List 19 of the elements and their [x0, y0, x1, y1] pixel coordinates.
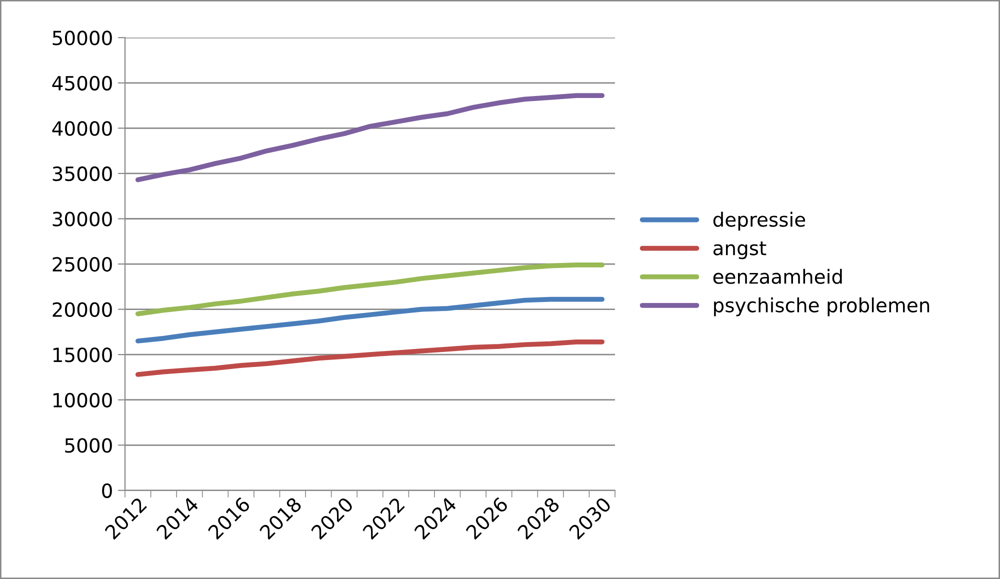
line-series	[135, 93, 605, 182]
legend-label: eenzaamheid	[713, 268, 842, 284]
y-tick-label: 40000	[52, 121, 112, 136]
line-series	[135, 262, 605, 316]
legend-label: depressie	[713, 212, 806, 231]
y-tick-label: 10000	[53, 392, 112, 408]
y-tick-label: 15000	[53, 348, 112, 362]
line-series	[135, 339, 605, 377]
y-tick-label: 25000	[52, 256, 112, 272]
legend-label: angst	[713, 241, 766, 260]
y-tick-label: 30000	[52, 212, 112, 226]
y-tick-label: 35000	[52, 166, 112, 182]
y-tick-label: 0	[102, 483, 112, 498]
y-tick-label: 5000	[65, 438, 112, 453]
y-tick-label: 20000	[52, 302, 112, 317]
y-tick-label: 45000	[52, 76, 112, 91]
line-series	[135, 296, 605, 344]
y-tick-label: 50000	[52, 30, 112, 46]
legend-label: psychische problemen	[714, 297, 930, 316]
